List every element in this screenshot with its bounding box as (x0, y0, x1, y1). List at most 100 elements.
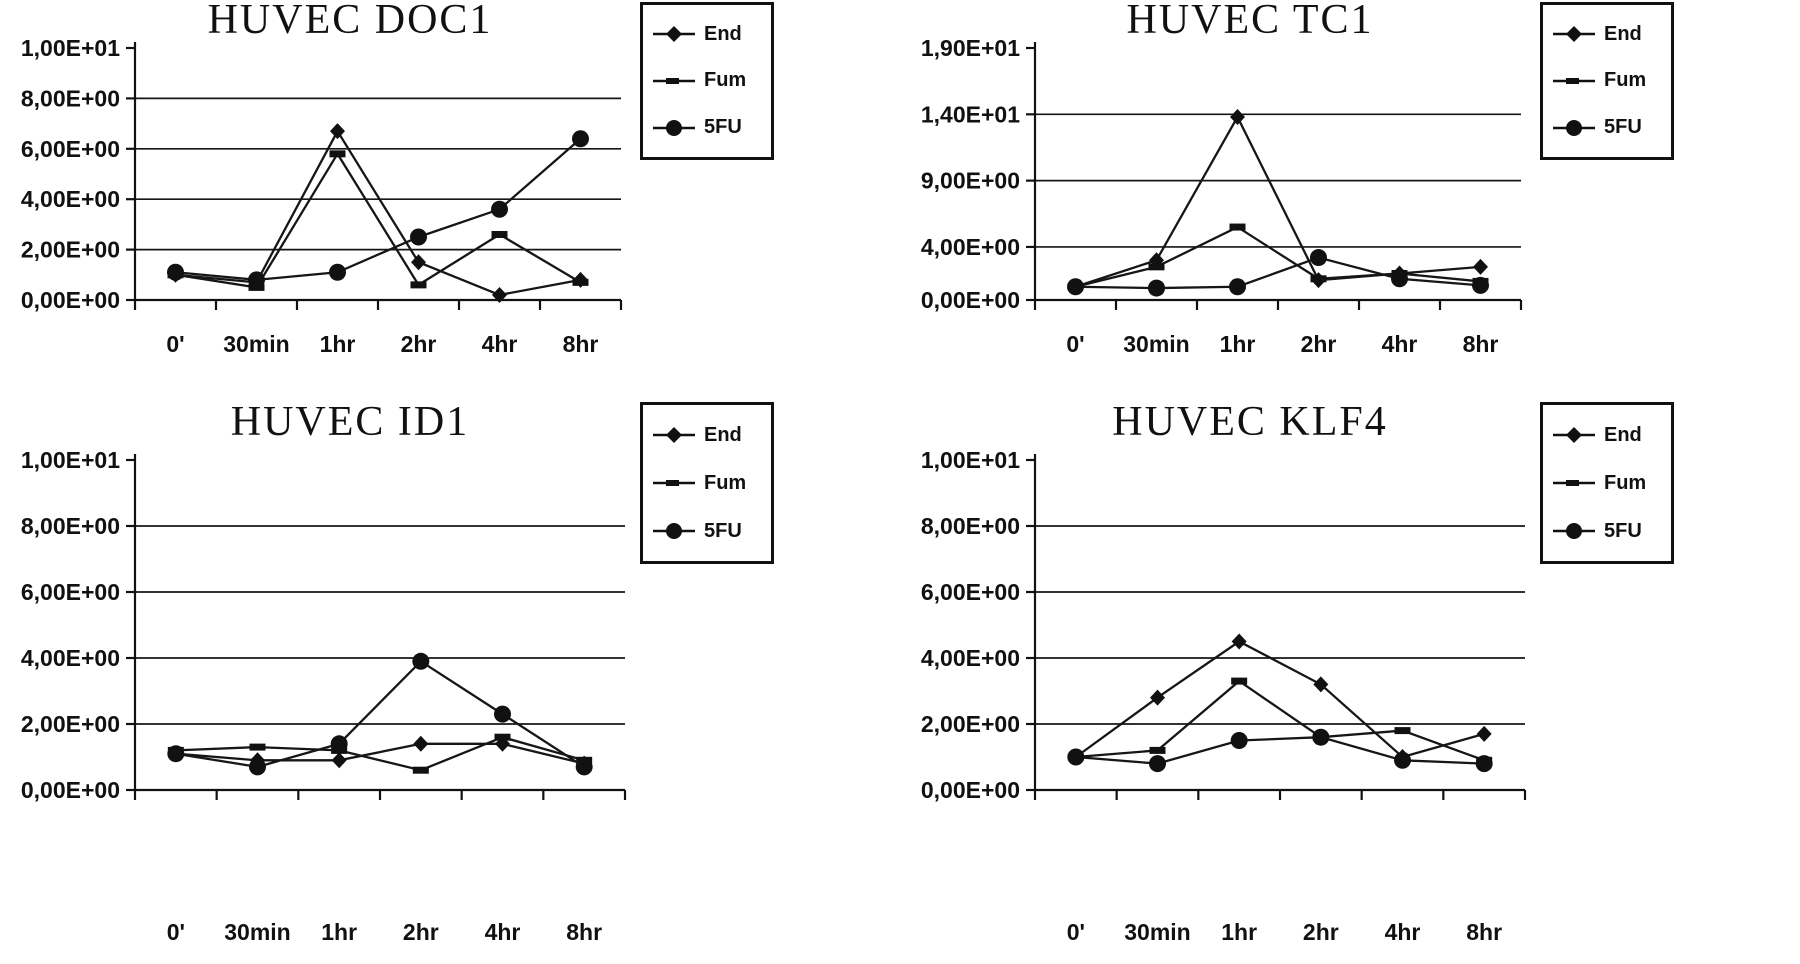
svg-text:6,00E+00: 6,00E+00 (21, 136, 120, 162)
line-chart-huvec-klf4: 0,00E+00 2,00E+00 4,00E+00 6,00E+00 8,00E+00… (921, 447, 1527, 945)
diamond-marker-icon (1553, 427, 1595, 443)
legend-entry-end: End (651, 424, 763, 447)
svg-text:4hr: 4hr (482, 331, 518, 357)
svg-text:2,00E+00: 2,00E+00 (921, 711, 1020, 737)
legend-entry-fum: Fum (651, 472, 763, 495)
svg-text:1hr: 1hr (1221, 919, 1257, 945)
svg-text:0,00E+00: 0,00E+00 (921, 777, 1020, 803)
svg-text:8hr: 8hr (563, 331, 599, 357)
legend-label: End (1604, 22, 1642, 45)
chart-legend: End Fum 5FU (640, 2, 774, 160)
svg-text:30min: 30min (1123, 331, 1189, 357)
circle-marker-icon (1553, 119, 1595, 136)
legend-entry-end: End (651, 23, 763, 46)
chart-title: HUVEC KLF4 (1112, 399, 1388, 445)
chart-legend: End Fum 5FU (1540, 402, 1674, 564)
svg-text:30min: 30min (223, 331, 289, 357)
legend-entry-fum: Fum (1551, 472, 1663, 495)
svg-text:1,40E+01: 1,40E+01 (921, 101, 1020, 127)
legend-entry-5fu: 5FU (651, 520, 763, 543)
svg-text:0,00E+00: 0,00E+00 (921, 287, 1020, 313)
svg-text:4,00E+00: 4,00E+00 (21, 645, 120, 671)
svg-text:1hr: 1hr (1220, 331, 1256, 357)
legend-label: End (1604, 423, 1642, 446)
legend-label: End (704, 22, 742, 45)
legend-label: Fum (1604, 471, 1647, 494)
svg-text:8hr: 8hr (566, 919, 602, 945)
svg-text:1,00E+01: 1,00E+01 (921, 447, 1020, 473)
legend-entry-5fu: 5FU (1551, 116, 1663, 139)
circle-marker-icon (1553, 523, 1595, 539)
legend-label: End (704, 423, 742, 446)
svg-text:4hr: 4hr (485, 919, 521, 945)
svg-text:4hr: 4hr (1382, 331, 1418, 357)
svg-text:9,00E+00: 9,00E+00 (921, 168, 1020, 194)
chart-title: HUVEC ID1 (230, 399, 470, 445)
diamond-marker-icon (1553, 26, 1595, 43)
svg-text:1,00E+01: 1,00E+01 (21, 447, 120, 473)
svg-text:2hr: 2hr (1301, 331, 1337, 357)
diamond-marker-icon (653, 26, 695, 43)
legend-entry-fum: Fum (1551, 69, 1663, 92)
legend-label: Fum (704, 471, 747, 494)
legend-entry-end: End (1551, 23, 1663, 46)
chart-panel-huvec-id1: HUVEC ID1 0,00E+00 2,00E+00 4,00E+00 6,00E+… (0, 390, 900, 964)
svg-text:4,00E+00: 4,00E+00 (921, 234, 1020, 260)
svg-text:1hr: 1hr (321, 919, 357, 945)
svg-text:30min: 30min (1124, 919, 1190, 945)
chart-panel-huvec-klf4: HUVEC KLF4 0,00E+00 2,00E+00 4,00E+00 6,00E… (900, 390, 1800, 964)
svg-text:0,00E+00: 0,00E+00 (21, 777, 120, 803)
legend-entry-fum: Fum (651, 69, 763, 92)
svg-text:6,00E+00: 6,00E+00 (921, 579, 1020, 605)
svg-text:8,00E+00: 8,00E+00 (21, 513, 120, 539)
svg-text:2hr: 2hr (403, 919, 439, 945)
svg-text:2,00E+00: 2,00E+00 (21, 711, 120, 737)
chart-title: HUVEC TC1 (1126, 0, 1374, 43)
svg-text:4,00E+00: 4,00E+00 (921, 645, 1020, 671)
svg-text:2hr: 2hr (401, 331, 437, 357)
svg-text:0': 0' (167, 919, 185, 945)
legend-label: Fum (704, 69, 747, 92)
legend-entry-5fu: 5FU (1551, 520, 1663, 543)
dash-marker-icon (1553, 77, 1595, 84)
legend-label: 5FU (704, 116, 742, 139)
line-chart-huvec-id1: 0,00E+00 2,00E+00 4,00E+00 6,00E+00 8,00E+00… (21, 447, 627, 945)
svg-text:6,00E+00: 6,00E+00 (21, 579, 120, 605)
line-chart-huvec-tc1: 0,00E+00 4,00E+00 9,00E+00 1,40E+01 1,90E+01… (921, 35, 1523, 357)
chart-panel-huvec-doc1: HUVEC DOC1 0,00E+00 2,00E+00 4,00E+00 6,00E… (0, 0, 900, 390)
svg-text:30min: 30min (224, 919, 290, 945)
legend-entry-5fu: 5FU (651, 116, 763, 139)
diamond-marker-icon (653, 427, 695, 443)
circle-marker-icon (653, 119, 695, 136)
legend-label: Fum (1604, 69, 1647, 92)
svg-text:2hr: 2hr (1303, 919, 1339, 945)
svg-text:8,00E+00: 8,00E+00 (921, 513, 1020, 539)
legend-label: 5FU (704, 519, 742, 542)
svg-text:8,00E+00: 8,00E+00 (21, 85, 120, 111)
svg-text:1,00E+01: 1,00E+01 (21, 35, 120, 61)
chart-legend: End Fum 5FU (640, 402, 774, 564)
svg-text:8hr: 8hr (1463, 331, 1499, 357)
line-chart-huvec-doc1: 0,00E+00 2,00E+00 4,00E+00 6,00E+00 8,00E+00… (21, 35, 623, 357)
chart-legend: End Fum 5FU (1540, 2, 1674, 160)
svg-text:0': 0' (1066, 331, 1084, 357)
circle-marker-icon (653, 523, 695, 539)
svg-text:4hr: 4hr (1385, 919, 1421, 945)
legend-entry-end: End (1551, 424, 1663, 447)
legend-label: 5FU (1604, 519, 1642, 542)
dash-marker-icon (653, 77, 695, 84)
svg-text:8hr: 8hr (1466, 919, 1502, 945)
dash-marker-icon (653, 480, 695, 486)
dash-marker-icon (1553, 480, 1595, 486)
svg-text:0': 0' (166, 331, 184, 357)
svg-text:1,90E+01: 1,90E+01 (921, 35, 1020, 61)
legend-label: 5FU (1604, 116, 1642, 139)
svg-text:1hr: 1hr (320, 331, 356, 357)
svg-text:0': 0' (1067, 919, 1085, 945)
chart-title: HUVEC DOC1 (207, 0, 493, 43)
chart-panel-huvec-tc1: HUVEC TC1 0,00E+00 4,00E+00 9,00E+00 1,40E+… (900, 0, 1800, 390)
svg-text:4,00E+00: 4,00E+00 (21, 186, 120, 212)
svg-text:2,00E+00: 2,00E+00 (21, 237, 120, 263)
svg-text:0,00E+00: 0,00E+00 (21, 287, 120, 313)
